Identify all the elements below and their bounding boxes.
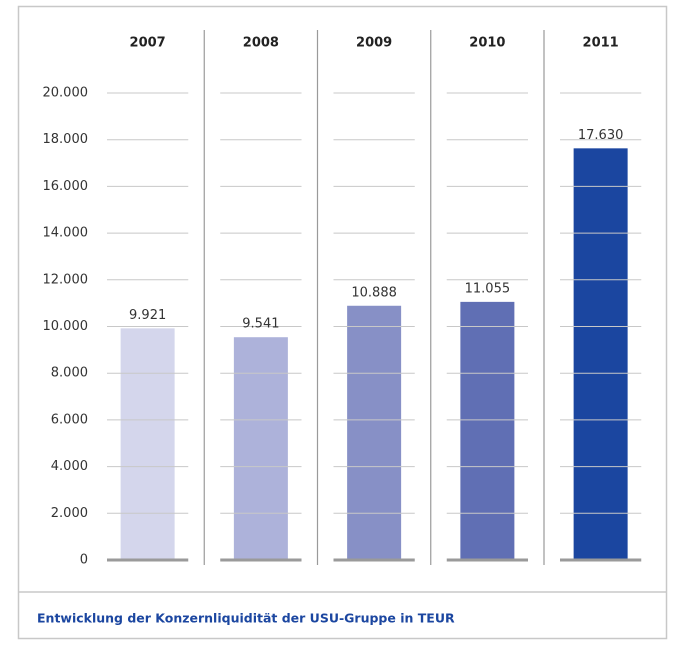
y-tick-label: 14.000 [43,226,89,241]
bar [120,328,175,560]
x-tick-label: 2009 [356,36,392,51]
bar [233,337,288,560]
x-tick-label: 2011 [583,36,619,51]
x-tick-label: 2008 [243,36,279,51]
y-tick-label: 0 [80,553,88,568]
bar [347,305,402,560]
bar [460,301,515,560]
y-tick-label: 10.000 [43,319,89,334]
y-tick-label: 2.000 [51,506,88,521]
y-tick-label: 16.000 [43,179,89,194]
value-label: 10.888 [351,285,397,300]
caption: Entwicklung der Konzernliquidität der US… [37,611,455,626]
value-label: 9.541 [242,317,279,332]
value-label: 9.921 [129,308,166,323]
x-tick-label: 2007 [130,36,166,51]
y-tick-label: 6.000 [51,412,88,427]
value-label: 17.630 [578,128,624,143]
y-tick-label: 18.000 [43,132,89,147]
value-label: 11.055 [465,281,511,296]
y-tick-label: 12.000 [43,272,89,287]
frame [17,5,668,640]
x-tick-label: 2010 [469,36,505,51]
y-tick-label: 8.000 [51,366,88,381]
y-tick-label: 4.000 [51,459,88,474]
bar [573,148,628,561]
y-tick-label: 20.000 [43,86,89,101]
